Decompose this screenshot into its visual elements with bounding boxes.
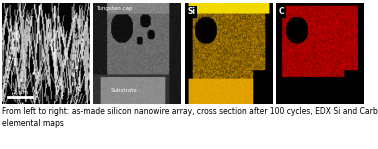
Text: From left to right: as-made silicon nanowire array, cross section after 100 cycl: From left to right: as-made silicon nano… xyxy=(2,107,378,128)
Text: Tungsten cap: Tungsten cap xyxy=(96,6,132,11)
Text: 2 μm: 2 μm xyxy=(13,90,28,95)
Text: Substrate: Substrate xyxy=(111,88,138,93)
Text: C: C xyxy=(279,7,284,16)
Text: Si: Si xyxy=(187,7,195,16)
